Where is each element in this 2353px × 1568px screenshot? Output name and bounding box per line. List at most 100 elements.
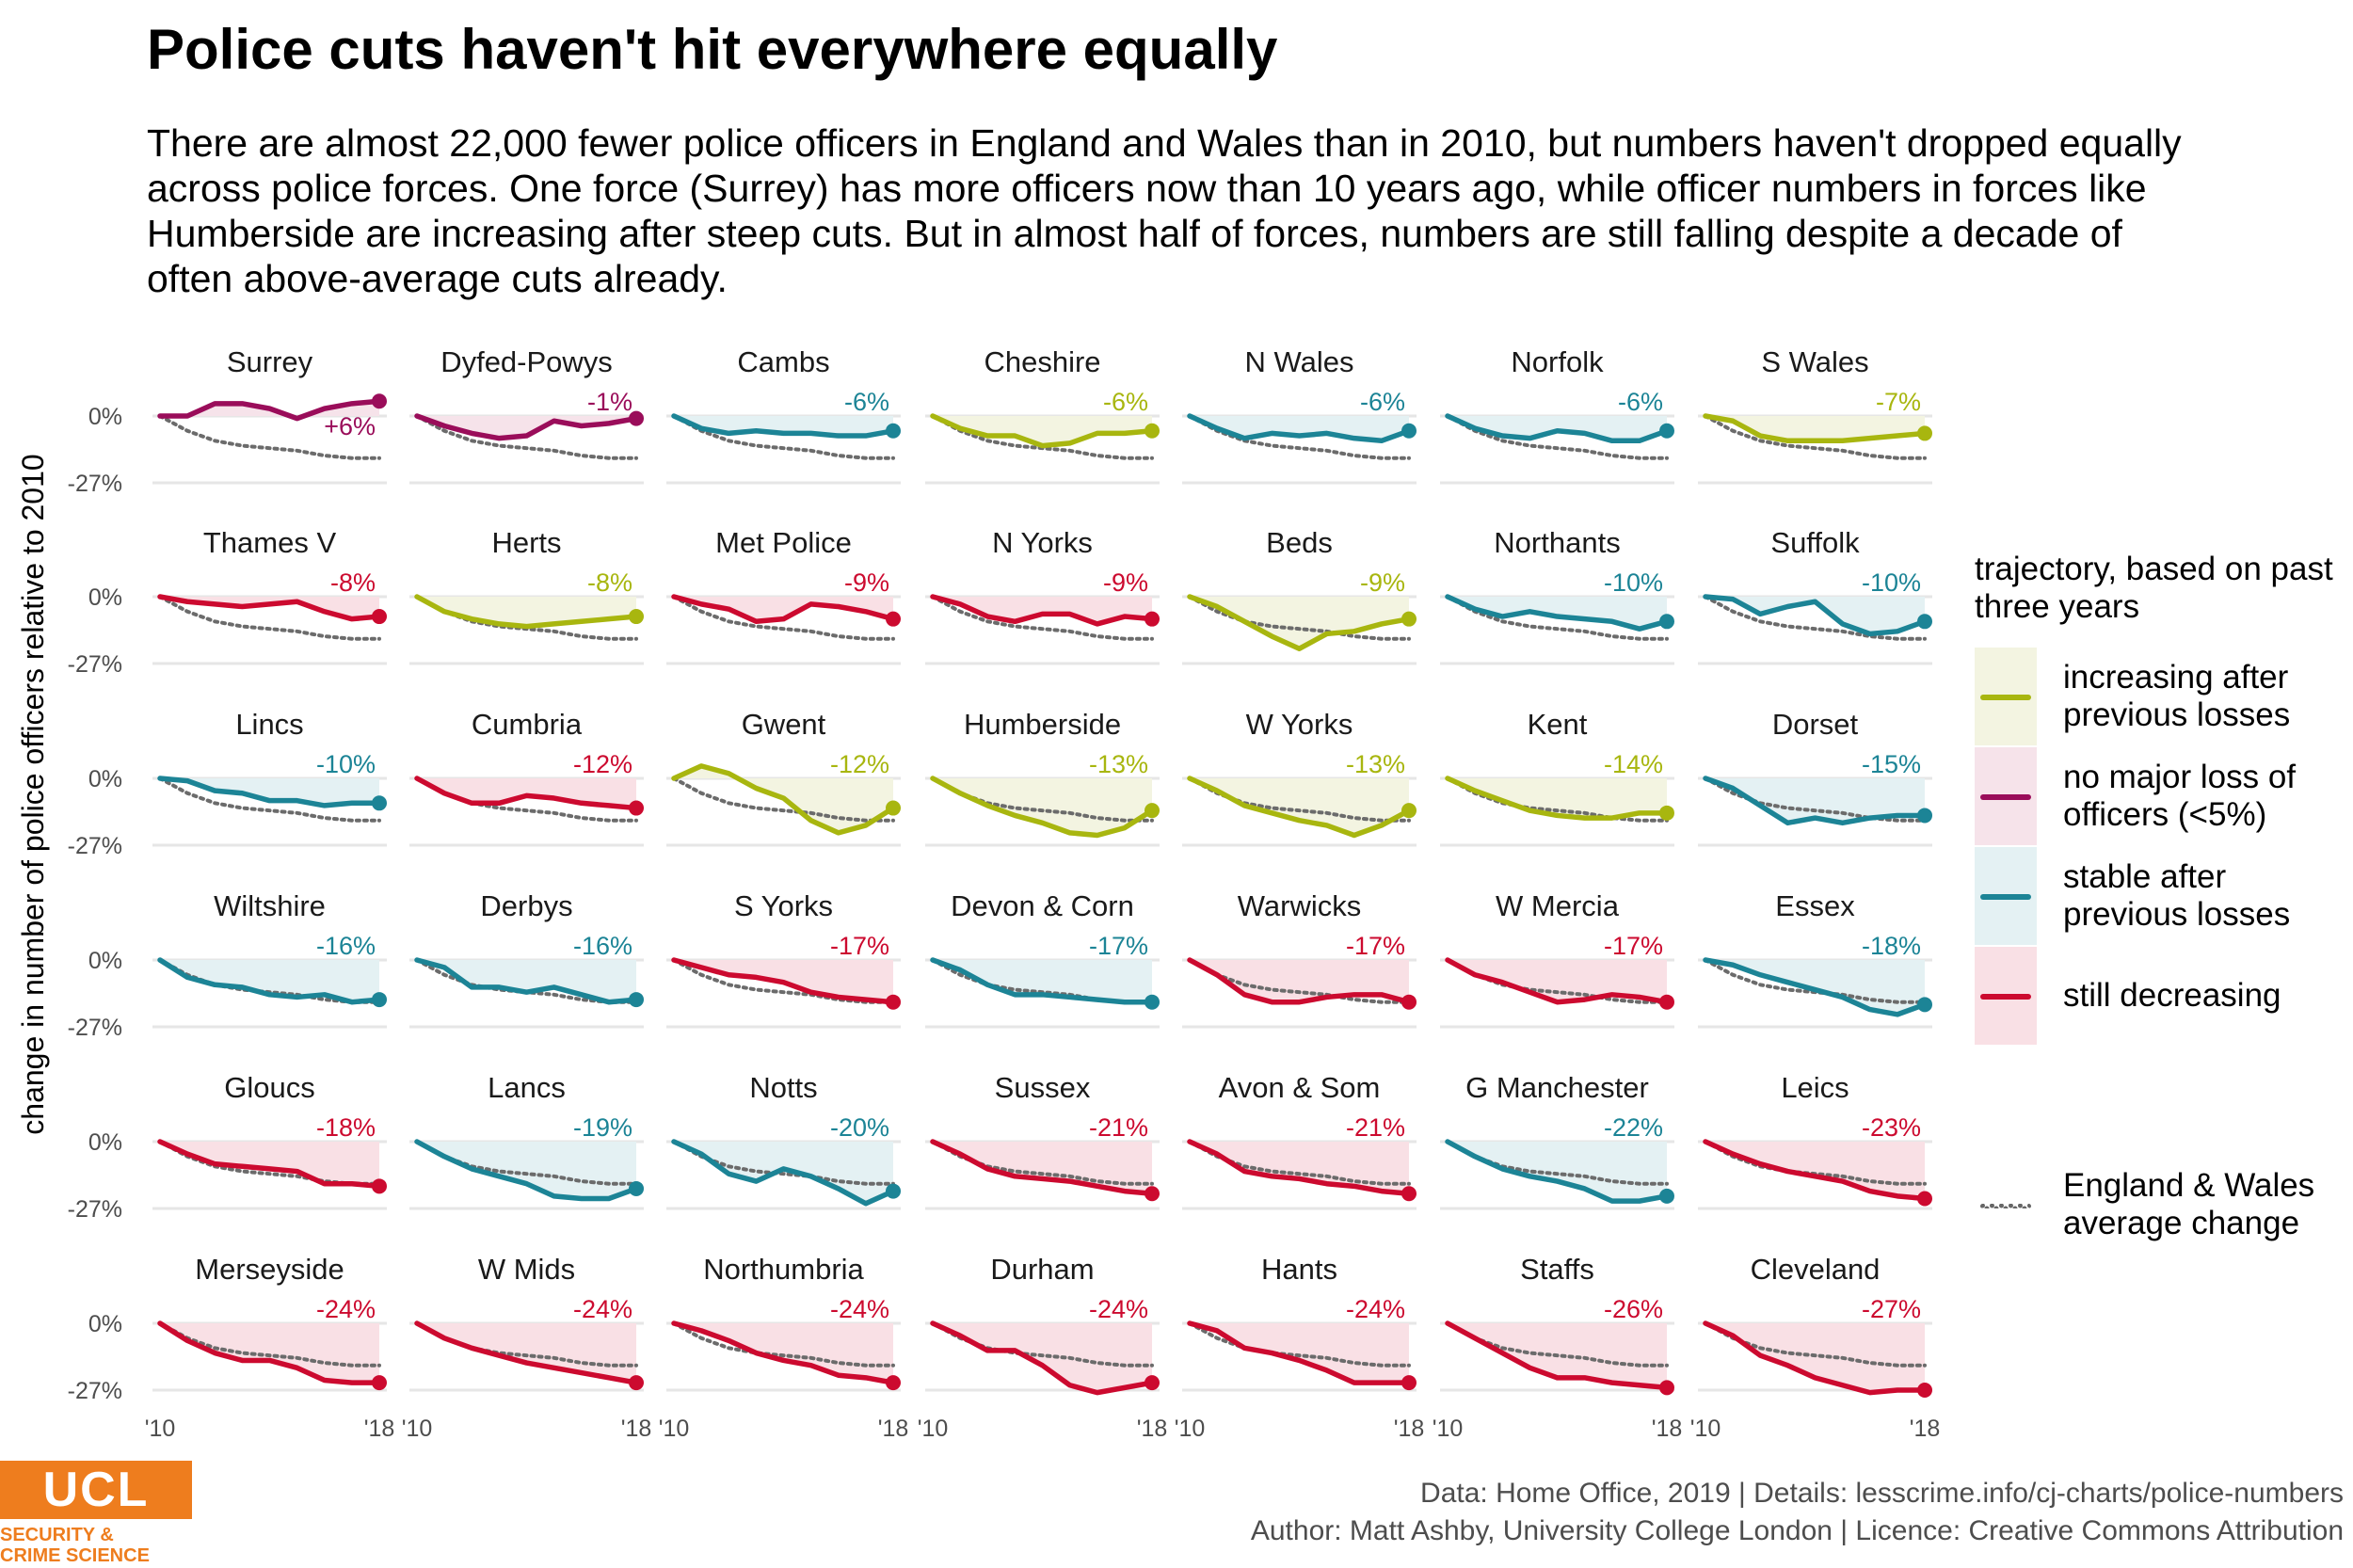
legend-item-noloss: no major loss of officers (<5%) [1975, 746, 2351, 846]
panel-s-wales: -7% S Wales [1698, 345, 1932, 485]
series-end-point [886, 423, 901, 439]
value-label: -14% [1604, 750, 1663, 778]
value-label: -26% [1604, 1295, 1663, 1323]
value-label: -16% [316, 932, 376, 960]
average-line [1446, 414, 1669, 460]
y-tick-label: -27% [68, 1015, 122, 1041]
panel-lancs: -19%Lancs [409, 1071, 644, 1210]
panel-essex: -18%Essex [1698, 889, 1932, 1029]
panel-title: W Mercia [1496, 889, 1620, 922]
panel-title: S Yorks [734, 889, 833, 922]
series-line [930, 776, 1155, 839]
series-area [160, 1323, 379, 1384]
series-area [933, 778, 1152, 836]
value-label: +6% [324, 412, 376, 440]
series-area [674, 765, 893, 833]
x-tick-label: '10 [402, 1416, 433, 1442]
series-line [1445, 413, 1670, 444]
value-label: -6% [1618, 388, 1663, 416]
series-end-point [1401, 803, 1417, 819]
average-line [415, 414, 638, 460]
average-line [158, 1321, 381, 1368]
series-end-point [1917, 997, 1932, 1013]
series-area [933, 597, 1152, 624]
series-area [933, 1142, 1152, 1194]
average-line [672, 1321, 895, 1368]
x-tick-label: '10 [145, 1416, 176, 1442]
series-end-point [1144, 803, 1160, 819]
series-line [671, 1139, 896, 1207]
series-line [1703, 1139, 1928, 1202]
series-line [1187, 957, 1412, 1005]
value-label: -9% [1103, 568, 1148, 597]
legend-line-stable [1980, 894, 2031, 900]
legend-label-average: England & Wales average change [2063, 1167, 2315, 1241]
ucl-logo-mark: UCL [0, 1461, 192, 1519]
series-area [160, 960, 379, 1002]
panel-suffolk: -10%Suffolk [1698, 526, 1932, 665]
value-label: -17% [830, 932, 889, 960]
series-end-point [629, 1375, 644, 1391]
legend-item-stable: stable after previous losses [1975, 846, 2351, 946]
legend-key-decreasing [1975, 947, 2037, 1045]
panel-title: Merseyside [195, 1253, 344, 1286]
value-label: -24% [573, 1295, 632, 1323]
panel-gloucs: -18%Gloucs 0% -27% [68, 1071, 387, 1223]
panel-cleveland: -27% Cleveland '10 '18 [1690, 1253, 1941, 1442]
series-end-point [372, 795, 387, 811]
panel-herts: -8% Herts [409, 526, 644, 665]
panel-title: G Manchester [1465, 1071, 1649, 1104]
series-line [157, 398, 382, 422]
average-line [672, 595, 895, 641]
panel-warwicks: -17% Warwicks [1182, 889, 1417, 1029]
value-label: -1% [587, 388, 632, 416]
value-label: -10% [316, 750, 376, 778]
series-end-point [886, 800, 901, 816]
ucl-logo: UCL SECURITY & CRIME SCIENCE [0, 1461, 207, 1568]
value-label: -27% [1862, 1295, 1921, 1323]
value-label: -10% [1604, 568, 1663, 597]
y-tick-label: 0% [88, 404, 122, 430]
average-line [931, 595, 1154, 641]
x-tick-label: '18 [364, 1416, 395, 1442]
series-end-point [1144, 1186, 1160, 1202]
series-end-point [1659, 805, 1674, 821]
legend-item-increasing: increasing after previous losses [1975, 647, 2351, 746]
legend-key-noloss [1975, 747, 2037, 845]
series-line [1187, 594, 1412, 651]
series-area [417, 960, 636, 1002]
panel-lincs: -10% Lincs 0% -27% [68, 708, 387, 859]
x-tick-label: '10 [1433, 1416, 1464, 1442]
value-label: -6% [1103, 388, 1148, 416]
chart-title: Police cuts haven't hit everywhere equal… [147, 18, 1278, 81]
series-area [417, 1142, 636, 1199]
panel-title: Lancs [488, 1071, 566, 1104]
series-line [930, 957, 1155, 1005]
series-area [933, 1323, 1152, 1393]
panel-dyfed-powys: -1% Dyfed-Powys [409, 345, 644, 485]
x-tick-label: '18 [1652, 1416, 1683, 1442]
legend-label-decreasing: still decreasing [2063, 977, 2281, 1014]
series-line [1703, 776, 1928, 826]
series-line [671, 413, 896, 439]
series-area [1448, 778, 1667, 819]
panel-title: Warwicks [1238, 889, 1361, 922]
y-tick-label: -27% [68, 471, 122, 497]
ucl-logo-subtitle-line2: CRIME SCIENCE [0, 1545, 150, 1566]
series-area [160, 778, 379, 806]
series-area [1190, 597, 1409, 649]
panel-title: Kent [1528, 708, 1588, 741]
series-end-point [1144, 994, 1160, 1010]
panel-title: Thames V [203, 526, 337, 559]
series-end-point [372, 992, 387, 1008]
series-line [157, 1139, 382, 1190]
x-tick-label: '18 [621, 1416, 652, 1442]
series-line [930, 594, 1155, 627]
series-area [674, 597, 893, 622]
value-label: -9% [1360, 568, 1405, 597]
value-label: -15% [1862, 750, 1921, 778]
panel-cheshire: -6%Cheshire [925, 345, 1160, 485]
panel-title: Dyfed-Powys [440, 345, 613, 378]
series-line [1703, 594, 1928, 637]
series-end-point [886, 994, 901, 1010]
